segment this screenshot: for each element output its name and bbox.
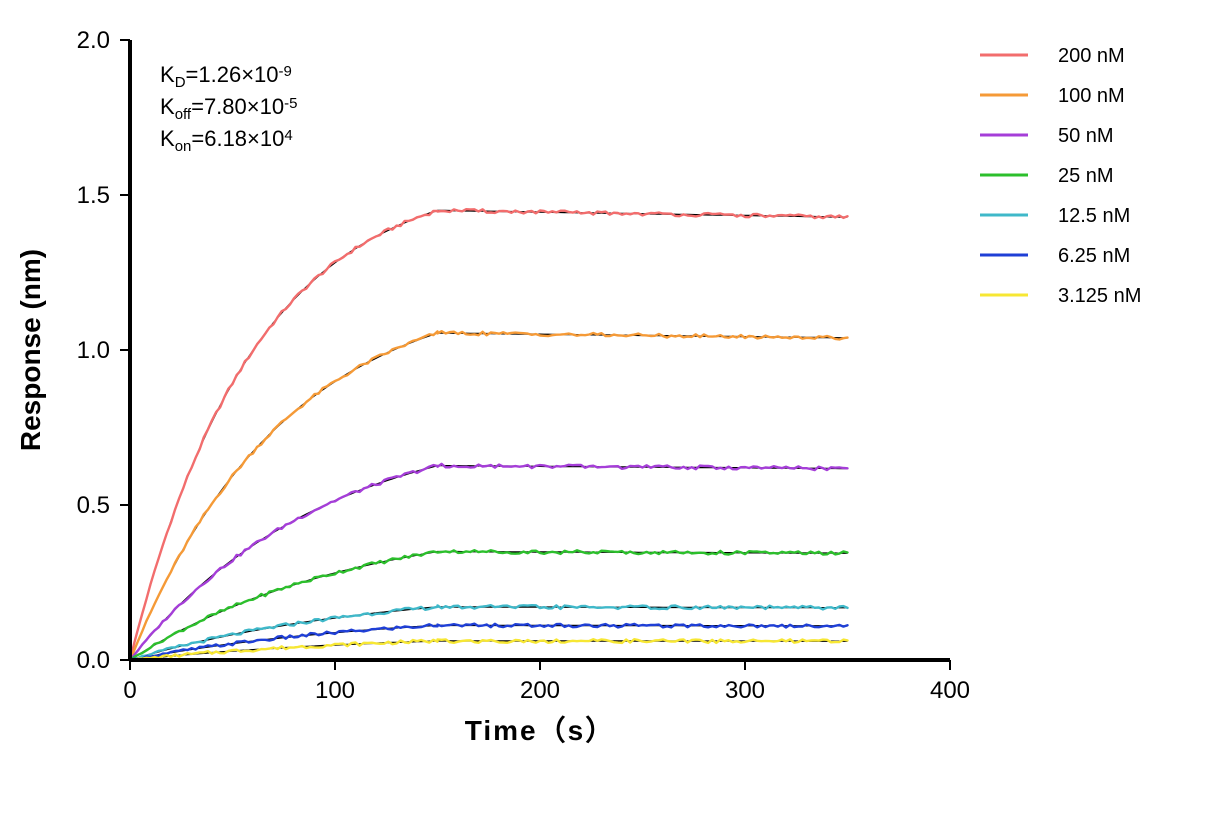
y-tick-label: 0.5 xyxy=(77,492,110,519)
legend-label: 25 nM xyxy=(1058,165,1114,187)
x-tick-label: 0 xyxy=(123,677,136,704)
legend-label: 50 nM xyxy=(1058,125,1114,147)
chart-background xyxy=(0,0,1232,825)
y-tick-label: 1.5 xyxy=(77,182,110,209)
x-tick-label: 200 xyxy=(520,677,560,704)
x-tick-label: 300 xyxy=(725,677,765,704)
y-tick-label: 1.0 xyxy=(77,337,110,364)
legend-label: 12.5 nM xyxy=(1058,205,1130,227)
legend-label: 200 nM xyxy=(1058,45,1125,67)
y-tick-label: 2.0 xyxy=(77,27,110,54)
legend-label: 100 nM xyxy=(1058,85,1125,107)
x-tick-label: 100 xyxy=(315,677,355,704)
legend-label: 3.125 nM xyxy=(1058,285,1141,307)
x-axis-title: Time（s） xyxy=(465,714,615,746)
y-axis-title: Response (nm) xyxy=(15,249,46,451)
y-tick-label: 0.0 xyxy=(77,647,110,674)
legend-label: 6.25 nM xyxy=(1058,245,1130,267)
x-tick-label: 400 xyxy=(930,677,970,704)
